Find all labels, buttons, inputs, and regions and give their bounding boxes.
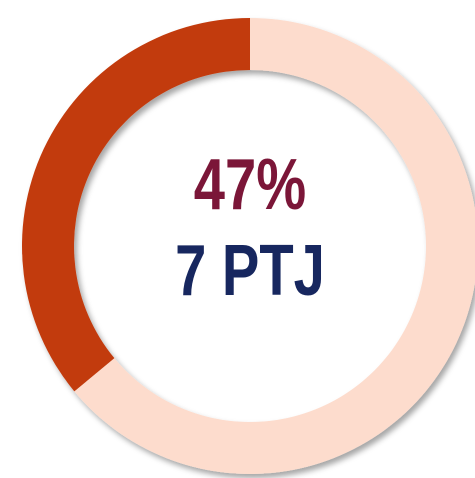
donut-segment xyxy=(22,18,250,392)
center-labels: 47%7 PTJ xyxy=(175,144,325,310)
donut-segment xyxy=(74,18,475,474)
donut-ring xyxy=(22,18,475,474)
center-label: 7 PTJ xyxy=(175,230,325,310)
center-label: 47% xyxy=(194,144,306,224)
